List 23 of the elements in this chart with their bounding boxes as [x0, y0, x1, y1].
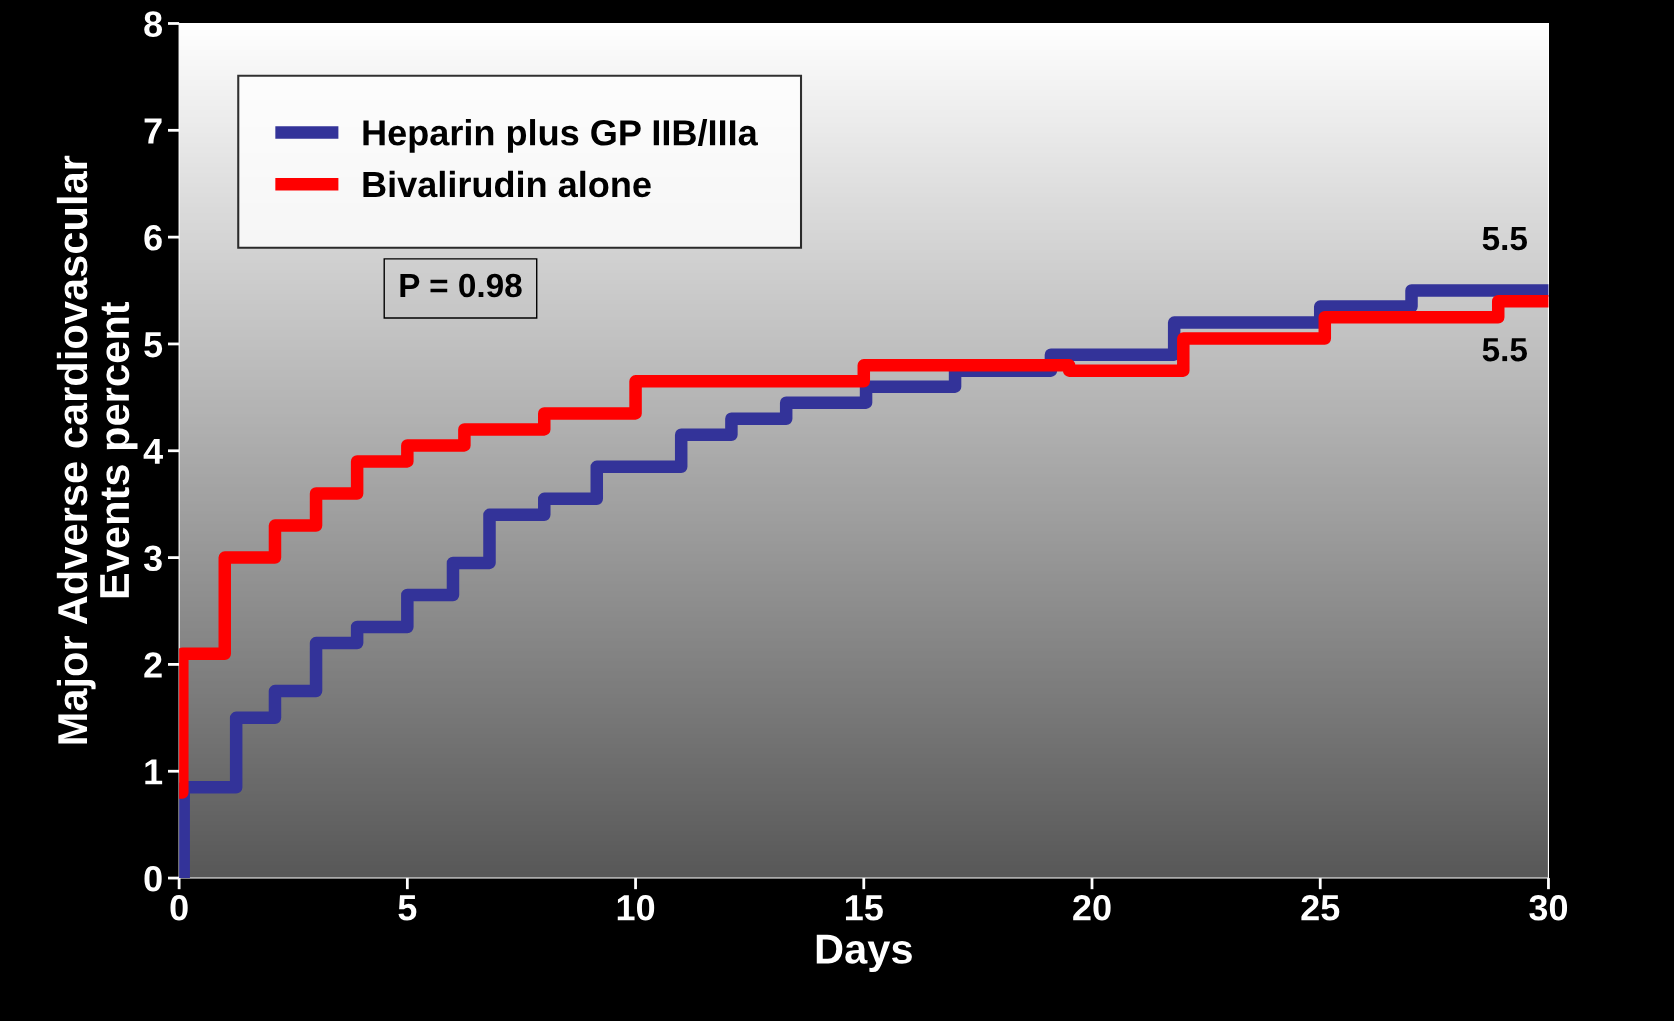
y-tick-label: 6 [144, 225, 162, 251]
y-axis-title: Major Adverse cardiovascular Events percent [56, 155, 138, 744]
y-tick-label: 8 [144, 11, 163, 37]
x-tick-label: 5 [398, 895, 417, 921]
x-tick-label: 0 [170, 894, 188, 921]
legend-label: Heparin plus GP IIB/IIIa [363, 119, 758, 153]
y-tick-label: 5 [144, 332, 163, 358]
y-tick-label: 4 [143, 439, 163, 464]
y-tick-label: 7 [144, 118, 162, 144]
x-tick-label: 30 [1529, 894, 1568, 921]
x-tick-label: 15 [845, 895, 883, 921]
y-tick-label: 0 [144, 865, 162, 892]
y-tick-label: 1 [145, 759, 163, 785]
annotation: P = 0.98 [400, 273, 522, 298]
x-tick-label: 20 [1073, 894, 1111, 921]
annotation: 5.5 [1482, 338, 1527, 362]
x-tick-label: 10 [617, 894, 655, 921]
x-tick-label: 25 [1301, 894, 1340, 921]
y-tick-label: 3 [143, 545, 162, 572]
x-axis-title: Days [816, 934, 912, 973]
annotation: 5.5 [1482, 227, 1527, 251]
legend-label: Bivalirudin alone [363, 170, 651, 198]
y-tick-label: 2 [144, 652, 162, 678]
